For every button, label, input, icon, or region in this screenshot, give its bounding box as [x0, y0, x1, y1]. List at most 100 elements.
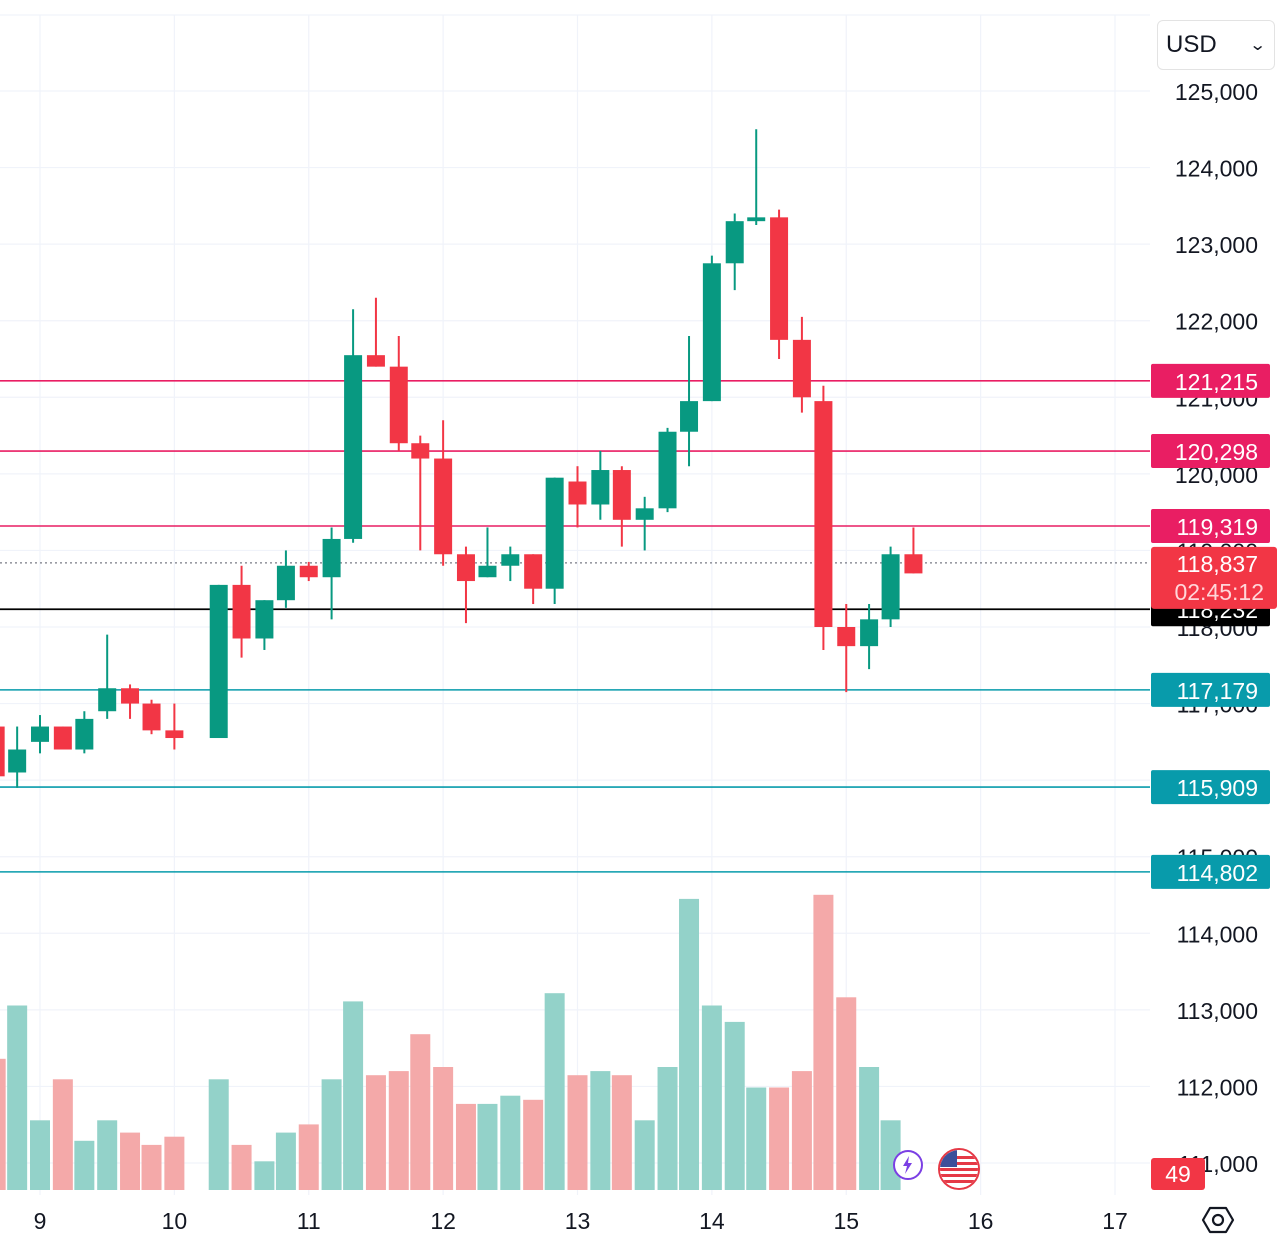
- volume-bar: [254, 1161, 275, 1190]
- candle-body[interactable]: [322, 538, 341, 578]
- x-tick-label: 12: [430, 1208, 456, 1234]
- volume-bar: [813, 894, 834, 1190]
- candle-body[interactable]: [98, 688, 117, 712]
- us-flag-badge-icon[interactable]: [938, 1148, 980, 1190]
- volume-bar: [859, 1067, 880, 1190]
- volume-bar: [388, 1071, 409, 1190]
- candle-body[interactable]: [725, 221, 744, 264]
- y-tick-label: 112,000: [1177, 1074, 1258, 1100]
- candle-body[interactable]: [814, 401, 833, 627]
- candle-body[interactable]: [702, 263, 721, 402]
- candle-body[interactable]: [255, 600, 274, 639]
- candle-body[interactable]: [31, 726, 49, 742]
- candle-body[interactable]: [209, 584, 228, 739]
- countdown-label: 02:45:12: [1174, 579, 1264, 605]
- candle-body[interactable]: [524, 554, 543, 589]
- candle-body[interactable]: [658, 431, 677, 509]
- y-tick-label: 124,000: [1175, 156, 1258, 182]
- volume-bar: [208, 1079, 229, 1190]
- x-tick-label: 13: [565, 1208, 591, 1234]
- x-tick-label: 9: [34, 1208, 47, 1234]
- candle-body[interactable]: [591, 470, 610, 505]
- level-tag-label: 120,298: [1175, 439, 1258, 465]
- candle-body[interactable]: [501, 554, 520, 566]
- level-tag-bg[interactable]: [1151, 434, 1270, 469]
- volume-bar: [433, 1067, 454, 1190]
- volume-bar: [52, 1079, 73, 1190]
- level-tag-label: 121,215: [1175, 369, 1258, 395]
- x-tick-label: 11: [297, 1208, 321, 1234]
- volume-bar: [141, 1144, 162, 1190]
- candle-body[interactable]: [860, 619, 879, 647]
- volume-bar: [410, 1034, 431, 1190]
- volume-bar: [657, 1067, 678, 1190]
- chart-settings-button[interactable]: [1196, 1200, 1240, 1240]
- candle-body[interactable]: [344, 355, 363, 539]
- volume-badge-bg: [1151, 1158, 1205, 1190]
- volume-bar: [275, 1132, 296, 1190]
- candle-body[interactable]: [568, 481, 587, 505]
- level-tag-bg[interactable]: [1151, 672, 1270, 707]
- candle-body[interactable]: [545, 477, 564, 589]
- candle-body[interactable]: [770, 217, 789, 340]
- volume-bar: [567, 1075, 588, 1190]
- volume-bar: [365, 1075, 386, 1190]
- candle-body[interactable]: [478, 565, 497, 578]
- settings-hexagon-icon: [1201, 1206, 1235, 1234]
- candle-body[interactable]: [434, 458, 453, 555]
- volume-bar: [321, 1079, 342, 1190]
- candle-body[interactable]: [276, 565, 295, 601]
- level-tag-bg[interactable]: [1151, 509, 1270, 544]
- candle-body[interactable]: [389, 366, 408, 444]
- level-tag-label: 119,319: [1177, 514, 1258, 540]
- y-tick-label: 123,000: [1175, 232, 1258, 258]
- volume-bar: [701, 1005, 722, 1190]
- candle-body[interactable]: [680, 401, 699, 432]
- volume-bar: [724, 1021, 745, 1190]
- candle-body[interactable]: [837, 627, 856, 647]
- candle-body[interactable]: [456, 554, 475, 582]
- candle-body[interactable]: [904, 554, 923, 574]
- last-price-tag-bg[interactable]: [1151, 546, 1277, 609]
- candle-body[interactable]: [747, 217, 766, 222]
- volume-bar: [634, 1120, 655, 1190]
- x-tick-label: 10: [162, 1208, 188, 1234]
- x-tick-label: 17: [1102, 1208, 1128, 1234]
- level-tag-label: 114,802: [1177, 860, 1258, 886]
- candle-body[interactable]: [8, 749, 27, 773]
- volume-bar: [0, 1058, 6, 1190]
- x-tick-label: 15: [833, 1208, 859, 1234]
- candle-body[interactable]: [881, 554, 900, 620]
- candle-body[interactable]: [0, 726, 5, 777]
- candle-body[interactable]: [121, 688, 140, 704]
- candle-body[interactable]: [792, 339, 811, 398]
- y-tick-label: 114,000: [1177, 921, 1258, 947]
- volume-bar: [791, 1071, 812, 1190]
- candle-body[interactable]: [165, 730, 184, 739]
- candle-body[interactable]: [75, 718, 94, 750]
- volume-bar: [523, 1099, 544, 1190]
- volume-bar: [544, 993, 565, 1190]
- candle-body[interactable]: [232, 584, 251, 639]
- candle-body[interactable]: [635, 508, 654, 520]
- volume-bar: [477, 1103, 498, 1190]
- candle-body[interactable]: [299, 565, 318, 578]
- lightning-badge-icon[interactable]: [893, 1150, 923, 1180]
- candle-body[interactable]: [612, 470, 631, 520]
- y-tick-label: 122,000: [1175, 309, 1258, 335]
- volume-bar: [679, 898, 700, 1190]
- volume-bar: [164, 1136, 185, 1190]
- level-tag-bg[interactable]: [1151, 854, 1270, 889]
- candle-body[interactable]: [53, 726, 72, 750]
- volume-bar: [746, 1087, 767, 1190]
- level-tag-bg[interactable]: [1151, 770, 1270, 805]
- currency-select[interactable]: USD ⌄: [1157, 20, 1275, 70]
- candle-body[interactable]: [411, 443, 430, 459]
- volume-bar: [836, 997, 857, 1190]
- candle-body[interactable]: [142, 703, 161, 731]
- candle-body[interactable]: [366, 355, 385, 367]
- level-tag-bg[interactable]: [1151, 363, 1270, 398]
- y-tick-label: 125,000: [1175, 79, 1258, 105]
- last-price-label: 118,837: [1177, 551, 1258, 577]
